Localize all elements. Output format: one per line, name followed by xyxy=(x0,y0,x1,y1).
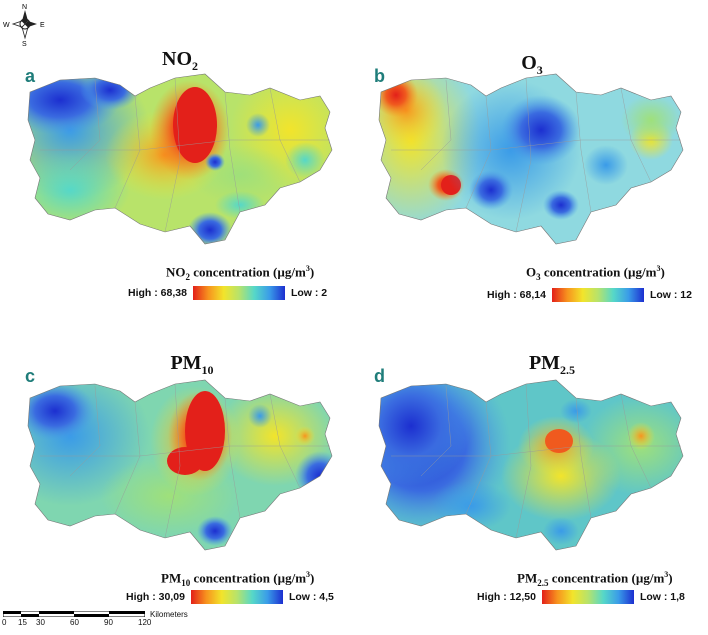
o3-legend: High : 68,14 Low : 12 xyxy=(487,288,692,302)
no2-legend: High : 68,38 Low : 2 xyxy=(128,286,327,300)
pm25-legend-title: PM2.5 concentration (µg/m3) xyxy=(517,570,673,588)
scale-bar xyxy=(3,611,145,617)
pm10-legend: High : 30,09 Low : 4,5 xyxy=(126,590,334,604)
no2-color-ramp xyxy=(192,286,285,300)
no2-legend-high: High : 68,38 xyxy=(128,286,187,299)
north-arrow-icon: N S W E xyxy=(3,4,45,46)
panel-c-title: PM10 xyxy=(170,352,214,377)
panel-a-letter: a xyxy=(25,66,36,86)
compass-n: N xyxy=(22,4,27,11)
scale-tick-30: 30 xyxy=(36,618,45,627)
pm10-legend-high: High : 30,09 xyxy=(126,590,185,603)
pm25-legend: High : 12,50 Low : 1,8 xyxy=(477,590,685,604)
scale-tick-90: 90 xyxy=(104,618,113,627)
pm25-map xyxy=(378,379,684,551)
panel-c-letter: c xyxy=(25,366,36,386)
no2-map xyxy=(27,73,333,245)
scale-tick-15: 15 xyxy=(18,618,27,627)
o3-legend-low: Low : 12 xyxy=(649,288,692,301)
panel-b-letter: b xyxy=(374,66,385,86)
pm10-map xyxy=(27,379,333,551)
compass-e: E xyxy=(40,22,45,29)
o3-map xyxy=(378,73,684,245)
pm25-legend-low: Low : 1,8 xyxy=(639,590,685,603)
pm10-legend-title: PM10 concentration (µg/m3) xyxy=(161,570,315,588)
panel-d-title: PM2.5 xyxy=(528,352,576,377)
scale-tick-60: 60 xyxy=(70,618,79,627)
scale-tick-120: 120 xyxy=(138,618,152,627)
scale-unit: Kilometers xyxy=(150,610,188,619)
panel-b-title: O3 xyxy=(521,52,543,77)
o3-legend-title: O3 concentration (µg/m3) xyxy=(526,264,665,282)
panel-d-letter: d xyxy=(374,366,385,386)
compass-w: W xyxy=(3,22,10,29)
o3-color-ramp xyxy=(551,288,644,302)
pm25-color-ramp xyxy=(541,590,634,604)
compass-s: S xyxy=(22,41,27,46)
panel-a-title: NO2 xyxy=(162,48,198,73)
pm10-color-ramp xyxy=(190,590,283,604)
no2-legend-title: NO2 concentration (µg/m3) xyxy=(166,264,315,282)
o3-legend-high: High : 68,14 xyxy=(487,288,546,301)
pm25-legend-high: High : 12,50 xyxy=(477,590,536,603)
scale-tick-0: 0 xyxy=(2,618,7,627)
pm10-legend-low: Low : 4,5 xyxy=(288,590,334,603)
no2-legend-low: Low : 2 xyxy=(290,286,328,299)
